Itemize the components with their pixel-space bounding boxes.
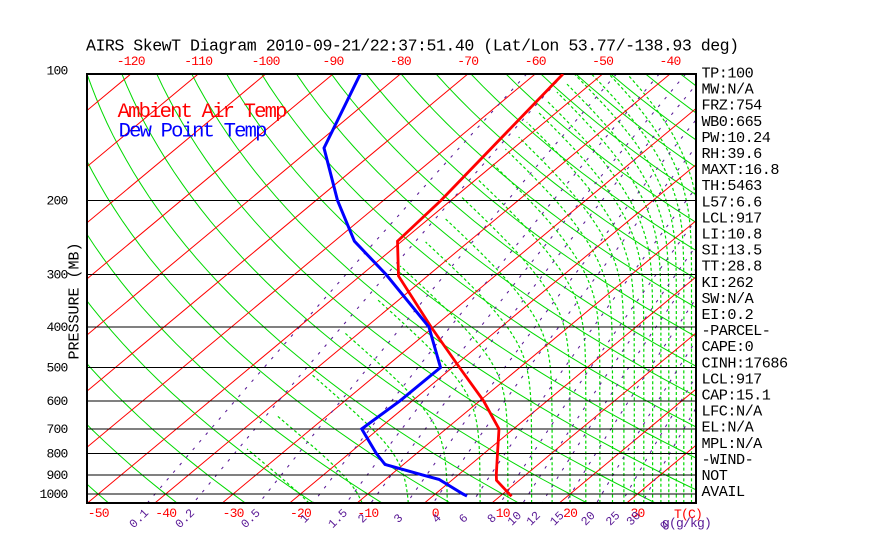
svg-text:-120: -120 <box>117 54 145 69</box>
svg-text:20: 20 <box>563 506 577 521</box>
svg-text:PRESSURE (MB): PRESSURE (MB) <box>67 242 84 359</box>
svg-text:TT:28.8: TT:28.8 <box>702 258 763 276</box>
svg-text:CINH:17686: CINH:17686 <box>702 354 789 372</box>
svg-text:EL:N/A: EL:N/A <box>702 419 755 437</box>
svg-text:FRZ:754: FRZ:754 <box>702 97 763 115</box>
svg-text:-30: -30 <box>223 506 244 521</box>
svg-text:500: 500 <box>46 361 67 376</box>
svg-text:-20: -20 <box>290 506 311 521</box>
svg-text:-110: -110 <box>184 54 212 69</box>
svg-text:-PARCEL-: -PARCEL- <box>702 322 771 340</box>
svg-text:-50: -50 <box>592 54 613 69</box>
svg-text:-WIND-: -WIND- <box>702 451 754 469</box>
svg-text:g(g/kg): g(g/kg) <box>662 516 711 531</box>
svg-text:10: 10 <box>496 506 510 521</box>
svg-text:-40: -40 <box>659 54 680 69</box>
svg-text:L57:6.6: L57:6.6 <box>702 193 763 211</box>
svg-text:RH:39.6: RH:39.6 <box>702 145 763 163</box>
svg-text:900: 900 <box>46 468 67 483</box>
svg-text:400: 400 <box>46 320 67 335</box>
svg-text:0: 0 <box>432 506 439 521</box>
svg-text:-100: -100 <box>252 54 280 69</box>
svg-text:LFC:N/A: LFC:N/A <box>702 403 764 421</box>
svg-text:30: 30 <box>630 506 644 521</box>
svg-text:LCL:917: LCL:917 <box>702 209 762 227</box>
svg-text:-50: -50 <box>88 506 109 521</box>
svg-text:-90: -90 <box>322 54 343 69</box>
svg-text:TP:100: TP:100 <box>702 65 754 83</box>
svg-text:NOT: NOT <box>702 467 728 485</box>
svg-text:TH:5463: TH:5463 <box>702 177 763 195</box>
svg-text:Dew Point Temp: Dew Point Temp <box>119 121 267 144</box>
svg-text:EI:0.2: EI:0.2 <box>702 306 754 324</box>
svg-text:-40: -40 <box>155 506 176 521</box>
svg-text:MW:N/A: MW:N/A <box>702 81 755 99</box>
svg-text:-70: -70 <box>457 54 478 69</box>
svg-text:600: 600 <box>46 394 67 409</box>
svg-text:-10: -10 <box>357 506 378 521</box>
svg-text:MAXT:16.8: MAXT:16.8 <box>702 161 780 179</box>
svg-text:-60: -60 <box>525 54 546 69</box>
svg-text:WB0:665: WB0:665 <box>702 113 763 131</box>
svg-text:LCL:917: LCL:917 <box>702 370 762 388</box>
svg-text:SW:N/A: SW:N/A <box>702 290 755 308</box>
svg-text:AIRS SkewT Diagram 2010-09-21/: AIRS SkewT Diagram 2010-09-21/22:37:51.4… <box>86 37 739 56</box>
svg-text:Ambient Air Temp: Ambient Air Temp <box>118 101 287 124</box>
svg-text:KI:262: KI:262 <box>702 274 754 292</box>
svg-text:100: 100 <box>46 64 67 79</box>
svg-text:PW:10.24: PW:10.24 <box>702 129 771 147</box>
svg-text:T(C): T(C) <box>674 507 702 522</box>
svg-text:SI:13.5: SI:13.5 <box>702 242 763 260</box>
svg-text:CAP:15.1: CAP:15.1 <box>702 387 771 405</box>
svg-text:AVAIL: AVAIL <box>702 483 745 501</box>
svg-text:MPL:N/A: MPL:N/A <box>702 435 764 453</box>
svg-text:1000: 1000 <box>39 487 67 502</box>
svg-text:CAPE:0: CAPE:0 <box>702 338 754 356</box>
svg-text:700: 700 <box>46 422 67 437</box>
svg-text:-80: -80 <box>390 54 411 69</box>
svg-text:LI:10.8: LI:10.8 <box>702 226 763 244</box>
svg-text:300: 300 <box>46 267 67 282</box>
svg-text:200: 200 <box>46 194 67 209</box>
svg-text:800: 800 <box>46 446 67 461</box>
